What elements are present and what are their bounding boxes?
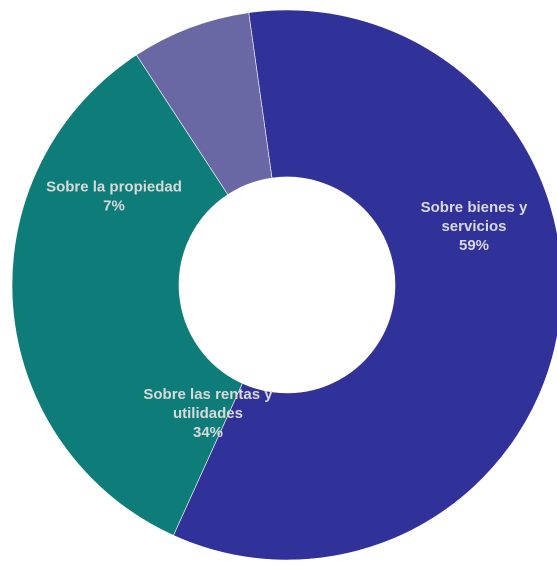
slice-percent-label: 7% — [103, 198, 125, 215]
slice-name-label: servicios — [441, 218, 506, 235]
slice-name-label: Sobre las rentas y — [143, 386, 273, 403]
slice-name-label: Sobre bienes y — [421, 199, 528, 216]
slice-2 — [11, 54, 243, 536]
labels-group: Sobre bienes y servicios 59% Sobre las rent… — [46, 179, 528, 442]
slice-3 — [136, 12, 273, 196]
slice-label-2: Sobre las rentas y utilidades 34% — [143, 386, 273, 441]
slices-group — [11, 9, 557, 561]
slice-label-3: Sobre la propiedad 7% — [46, 179, 182, 215]
slice-name-label: utilidades — [173, 405, 243, 422]
slice-percent-label: 34% — [193, 424, 223, 441]
slice-label-1: Sobre bienes y servicios 59% — [421, 199, 528, 254]
slice-1 — [172, 9, 557, 561]
slice-name-label: Sobre la propiedad — [46, 179, 182, 196]
slice-percent-label: 59% — [459, 237, 489, 254]
